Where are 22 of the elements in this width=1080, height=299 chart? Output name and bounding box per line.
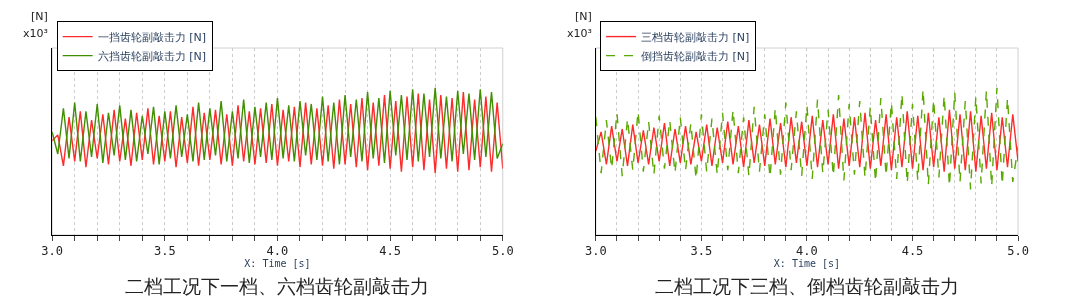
legend-label: 倒挡齿轮副敲击力 [N] (641, 49, 750, 63)
text: 二档工况下一档、六档齿轮副敲击力 (125, 275, 429, 297)
text: [N] (575, 10, 592, 23)
x-tick-label: 5.0 (491, 244, 514, 259)
legend-label: 一挡齿轮副敲击力 [N] (97, 30, 206, 44)
x-tick-label: 3.5 (690, 244, 713, 259)
x-tick-label: 3.0 (585, 244, 607, 259)
text: [N] (31, 10, 48, 23)
x-axis-title: X: Time [s] (244, 258, 311, 270)
text: 二档工况下三档、倒档齿轮副敲击力 (655, 275, 959, 297)
legend-label: 六挡齿轮副敲击力 [N] (97, 49, 206, 63)
text: x10³ (567, 27, 592, 40)
x-tick-label: 4.5 (901, 244, 924, 259)
x-axis-title: X: Time [s] (773, 258, 841, 270)
text: x10³ (23, 27, 48, 40)
x-tick-label: 3.5 (153, 244, 176, 259)
x-tick-label: 4.0 (266, 244, 289, 259)
x-tick-label: 3.0 (41, 244, 63, 259)
x-tick-label: 4.5 (379, 244, 401, 259)
x-tick-label: 4.0 (796, 244, 818, 259)
x-tick-label: 5.0 (1007, 244, 1029, 259)
legend-label: 三档齿轮副敲击力 [N] (641, 30, 750, 44)
